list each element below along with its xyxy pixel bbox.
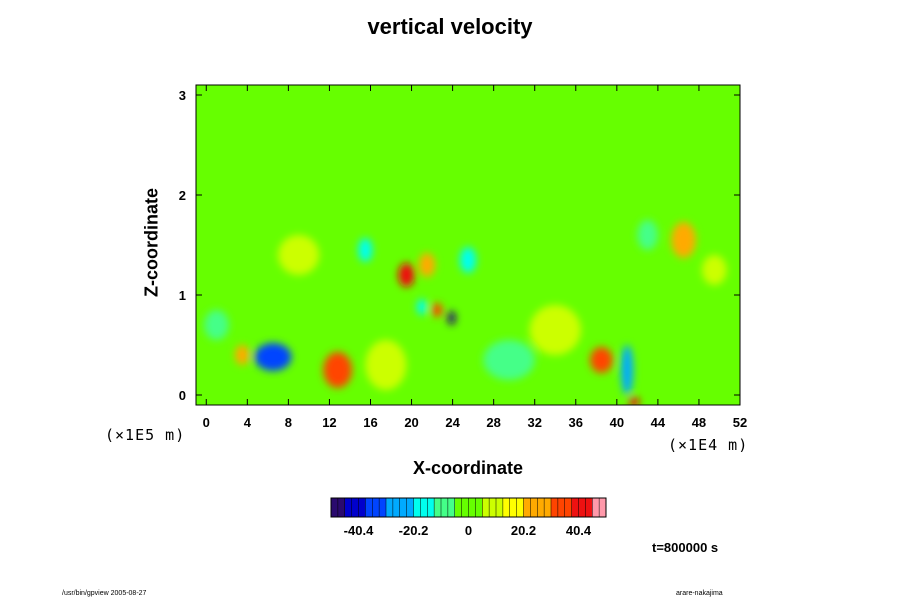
x-tick-label: 24 bbox=[445, 415, 460, 430]
colorbar-tick-label: -20.2 bbox=[399, 523, 429, 538]
colorbar-tick-label: 20.2 bbox=[511, 523, 536, 538]
colorbar-segment bbox=[530, 498, 538, 517]
colorbar-segment bbox=[386, 498, 394, 517]
colorbar-segment bbox=[406, 498, 414, 517]
x-tick-label: 28 bbox=[486, 415, 500, 430]
colorbar-segment bbox=[482, 498, 490, 517]
field-anomaly bbox=[459, 247, 477, 273]
field-anomaly bbox=[590, 347, 613, 373]
field-anomaly bbox=[416, 299, 427, 315]
field-anomaly bbox=[204, 310, 229, 340]
field-anomaly bbox=[529, 305, 581, 355]
colorbar-segment bbox=[372, 498, 380, 517]
x-tick-label: 48 bbox=[692, 415, 706, 430]
colorbar-segment bbox=[489, 498, 497, 517]
field-anomaly bbox=[398, 263, 415, 287]
field-anomaly bbox=[637, 220, 658, 250]
colorbar-segment bbox=[599, 498, 607, 517]
x-tick-label: 0 bbox=[203, 415, 210, 430]
colorbar-segment bbox=[578, 498, 586, 517]
colorbar-segment bbox=[475, 498, 483, 517]
field-anomaly bbox=[235, 345, 250, 365]
colorbar-segment bbox=[537, 498, 545, 517]
chart-title: vertical velocity bbox=[367, 14, 533, 39]
colorbar-segment bbox=[351, 498, 359, 517]
field-anomaly bbox=[365, 340, 407, 390]
colorbar-segment bbox=[544, 498, 552, 517]
colorbar-segment bbox=[564, 498, 573, 517]
colorbar-segment bbox=[447, 498, 456, 517]
field-anomaly bbox=[702, 255, 727, 285]
colorbar-segment bbox=[461, 498, 469, 517]
colorbar-segment bbox=[551, 498, 559, 517]
colorbar-tick-label: 0 bbox=[465, 523, 472, 538]
field-anomaly bbox=[483, 340, 535, 380]
x-tick-label: 12 bbox=[322, 415, 336, 430]
colorbar-segment bbox=[468, 498, 476, 517]
field-anomaly bbox=[278, 235, 320, 275]
colorbar-segment bbox=[434, 498, 442, 517]
colorbar-segment bbox=[592, 498, 600, 517]
x-tick-label: 4 bbox=[244, 415, 252, 430]
colorbar-segment bbox=[427, 498, 435, 517]
colorbar-segment bbox=[502, 498, 511, 517]
field-anomaly bbox=[418, 253, 436, 277]
x-scale-note: (×1E4 m) bbox=[668, 436, 749, 454]
field-anomaly bbox=[629, 397, 640, 405]
colorbar-segment bbox=[365, 498, 373, 517]
time-stamp: t=800000 s bbox=[652, 540, 719, 555]
colorbar-segment bbox=[399, 498, 408, 517]
y-tick-label: 3 bbox=[179, 88, 186, 103]
footer-right: arare-nakajima bbox=[676, 590, 723, 597]
colorbar-segment bbox=[496, 498, 504, 517]
colorbar-segment bbox=[413, 498, 421, 517]
velocity-field bbox=[196, 85, 740, 405]
field-anomaly bbox=[432, 303, 443, 317]
colorbar-segment bbox=[331, 498, 339, 517]
x-tick-label: 36 bbox=[569, 415, 583, 430]
field-anomaly bbox=[358, 238, 373, 262]
colorbar-segment bbox=[585, 498, 593, 517]
x-tick-label: 20 bbox=[404, 415, 418, 430]
colorbar-segment bbox=[379, 498, 387, 517]
colorbar-frame bbox=[330, 497, 607, 518]
field-anomaly bbox=[447, 311, 456, 325]
colorbar-segment bbox=[337, 498, 346, 517]
field-anomaly bbox=[671, 222, 696, 258]
colorbar-segment bbox=[392, 498, 401, 517]
x-tick-label: 8 bbox=[285, 415, 292, 430]
y-axis-label: Z-coordinate bbox=[141, 188, 162, 298]
x-tick-label: 44 bbox=[651, 415, 666, 430]
colorbar-segment bbox=[509, 498, 518, 517]
colorbar-segment bbox=[571, 498, 579, 517]
footer-left: /usr/bin/gpview 2005-08-27 bbox=[62, 590, 147, 597]
colorbar: -40.4 -20.2 0 20.2 40.4 bbox=[330, 497, 607, 538]
colorbar-segment bbox=[344, 498, 353, 517]
field-anomaly bbox=[254, 343, 292, 371]
plot-frame bbox=[195, 84, 741, 406]
colorbar-segment bbox=[358, 498, 366, 517]
colorbar-segment bbox=[523, 498, 531, 517]
x-tick-label: 52 bbox=[733, 415, 747, 430]
colorbar-tick-label: 40.4 bbox=[566, 523, 592, 538]
colorbar-segment bbox=[441, 498, 449, 517]
field-anomaly bbox=[323, 352, 353, 388]
z-scale-note: (×1E5 m) bbox=[105, 426, 186, 444]
colorbar-segment bbox=[420, 498, 428, 517]
colorbar-segment bbox=[454, 498, 463, 517]
colorbar-segment bbox=[516, 498, 524, 517]
y-tick-label: 1 bbox=[179, 288, 186, 303]
x-tick-label: 32 bbox=[527, 415, 541, 430]
x-tick-label: 16 bbox=[363, 415, 377, 430]
x-axis-label: X-coordinate bbox=[412, 458, 523, 478]
field-anomaly bbox=[620, 345, 634, 395]
y-tick-label: 2 bbox=[179, 188, 186, 203]
colorbar-tick-label: -40.4 bbox=[344, 523, 374, 538]
y-tick-label: 0 bbox=[179, 388, 186, 403]
colorbar-segment bbox=[557, 498, 566, 517]
x-tick-label: 40 bbox=[610, 415, 624, 430]
